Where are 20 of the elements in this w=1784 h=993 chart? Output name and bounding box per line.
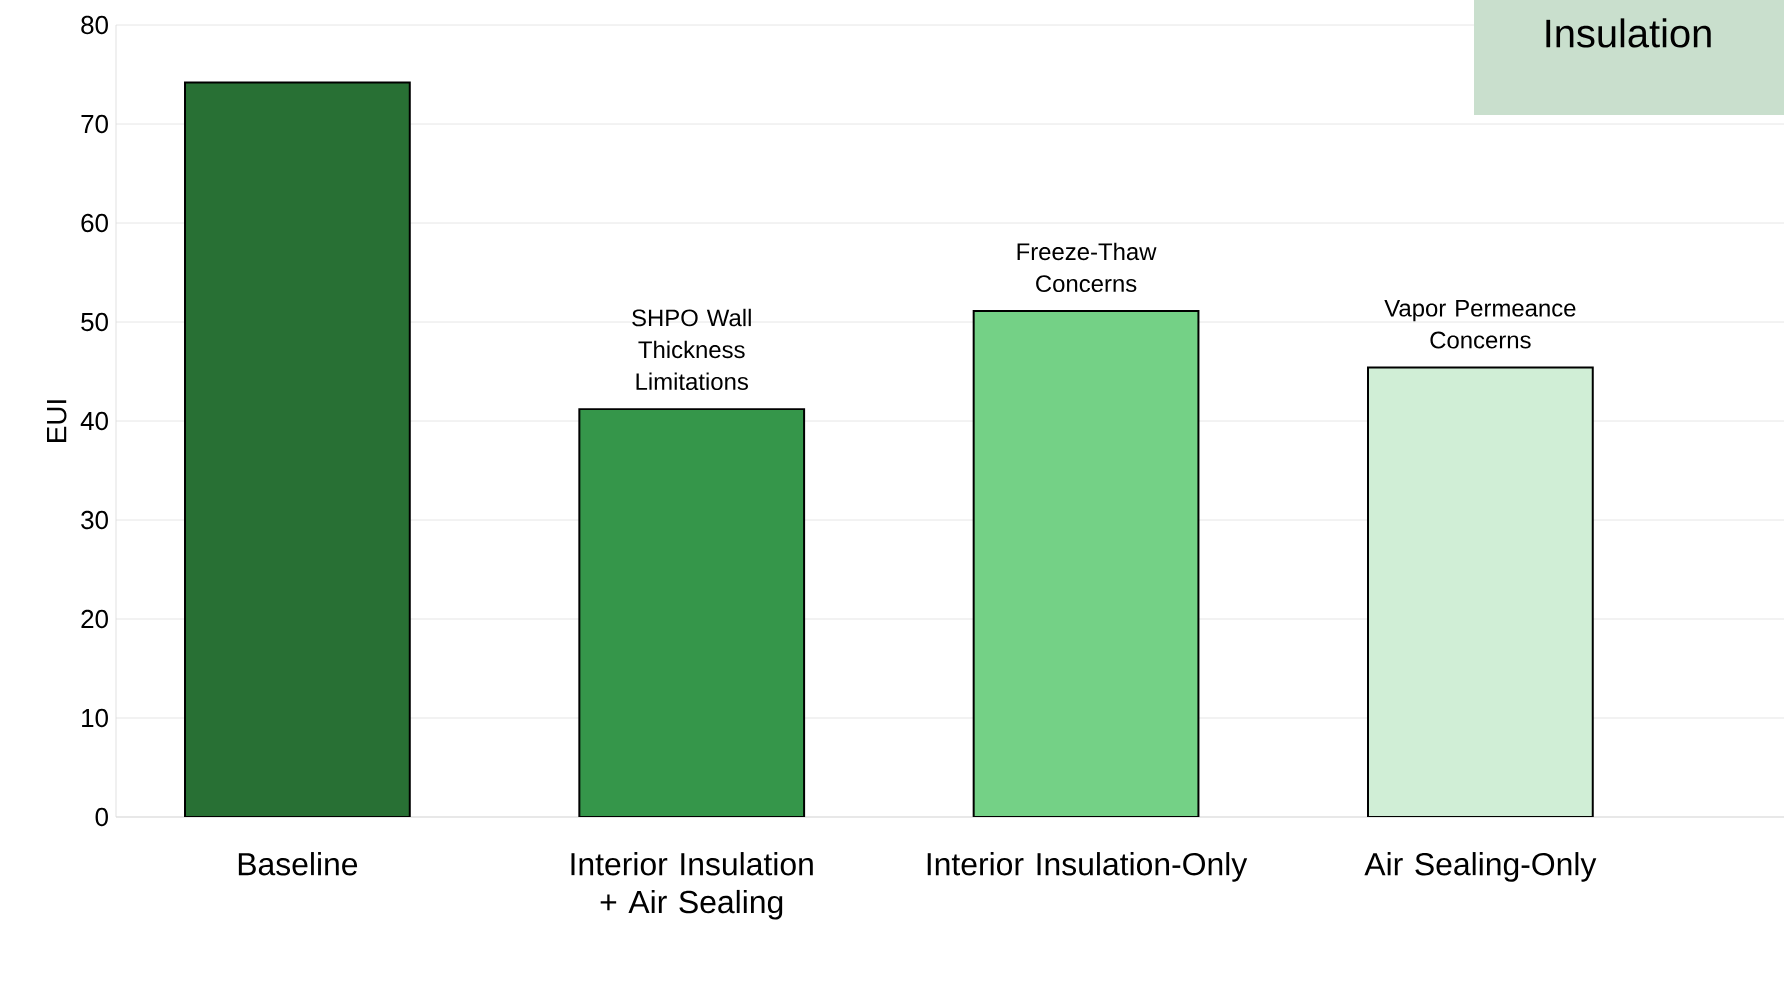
x-tick-label: Interior Insulation-Only: [927, 852, 1248, 882]
annotation: SHPO Wall Thickness Limitations: [632, 308, 751, 391]
y-tick-label: 80: [81, 15, 108, 35]
bar: [972, 310, 1200, 817]
y-tick-label: 40: [80, 411, 108, 431]
annotation: Vapor Permeance Concerns: [1384, 299, 1576, 349]
y-tick-label: 70: [81, 114, 108, 134]
y-tick-label: 0: [95, 807, 108, 827]
annotation: Insulation: [1546, 18, 1711, 48]
y-tick-label: 30: [81, 510, 108, 530]
x-tick-label: Interior Insulation + Air Sealing: [571, 852, 813, 920]
y-tick-label: 60: [81, 213, 108, 233]
y-tick-label: 10: [82, 708, 108, 728]
y-tick-label: 50: [81, 312, 108, 332]
y-tick-label: 20: [81, 609, 108, 629]
bar: [578, 408, 806, 817]
y-axis-title: EUI: [47, 400, 67, 442]
x-tick-label: Air Sealing-Only: [1364, 852, 1597, 882]
x-tick-label: Baseline: [238, 852, 358, 876]
annotation: Freeze-Thaw Concerns: [1017, 242, 1157, 293]
